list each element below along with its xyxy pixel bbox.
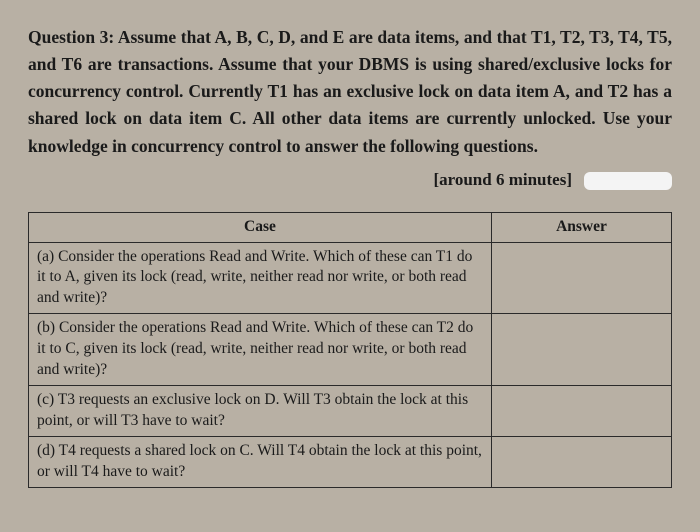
answer-cell xyxy=(491,436,671,487)
table-row: (c) T3 requests an exclusive lock on D. … xyxy=(29,386,672,437)
question-label: Question 3: xyxy=(28,27,114,47)
redaction-mark xyxy=(584,172,672,190)
table-row: (a) Consider the operations Read and Wri… xyxy=(29,242,672,314)
case-cell: (a) Consider the operations Read and Wri… xyxy=(29,242,492,314)
case-column-header: Case xyxy=(29,212,492,242)
timing-text: [around 6 minutes] xyxy=(433,170,572,189)
case-cell: (b) Consider the operations Read and Wri… xyxy=(29,314,492,386)
case-cell: (c) T3 requests an exclusive lock on D. … xyxy=(29,386,492,437)
answer-cell xyxy=(491,386,671,437)
timing-note: [around 6 minutes] xyxy=(28,170,672,190)
case-cell: (d) T4 requests a shared lock on C. Will… xyxy=(29,436,492,487)
answer-column-header: Answer xyxy=(491,212,671,242)
case-answer-table: Case Answer (a) Consider the operations … xyxy=(28,212,672,488)
table-row: (d) T4 requests a shared lock on C. Will… xyxy=(29,436,672,487)
question-text: Question 3: Assume that A, B, C, D, and … xyxy=(28,24,672,160)
question-body: Assume that A, B, C, D, and E are data i… xyxy=(28,27,672,156)
answer-cell xyxy=(491,242,671,314)
answer-cell xyxy=(491,314,671,386)
table-header-row: Case Answer xyxy=(29,212,672,242)
table-row: (b) Consider the operations Read and Wri… xyxy=(29,314,672,386)
